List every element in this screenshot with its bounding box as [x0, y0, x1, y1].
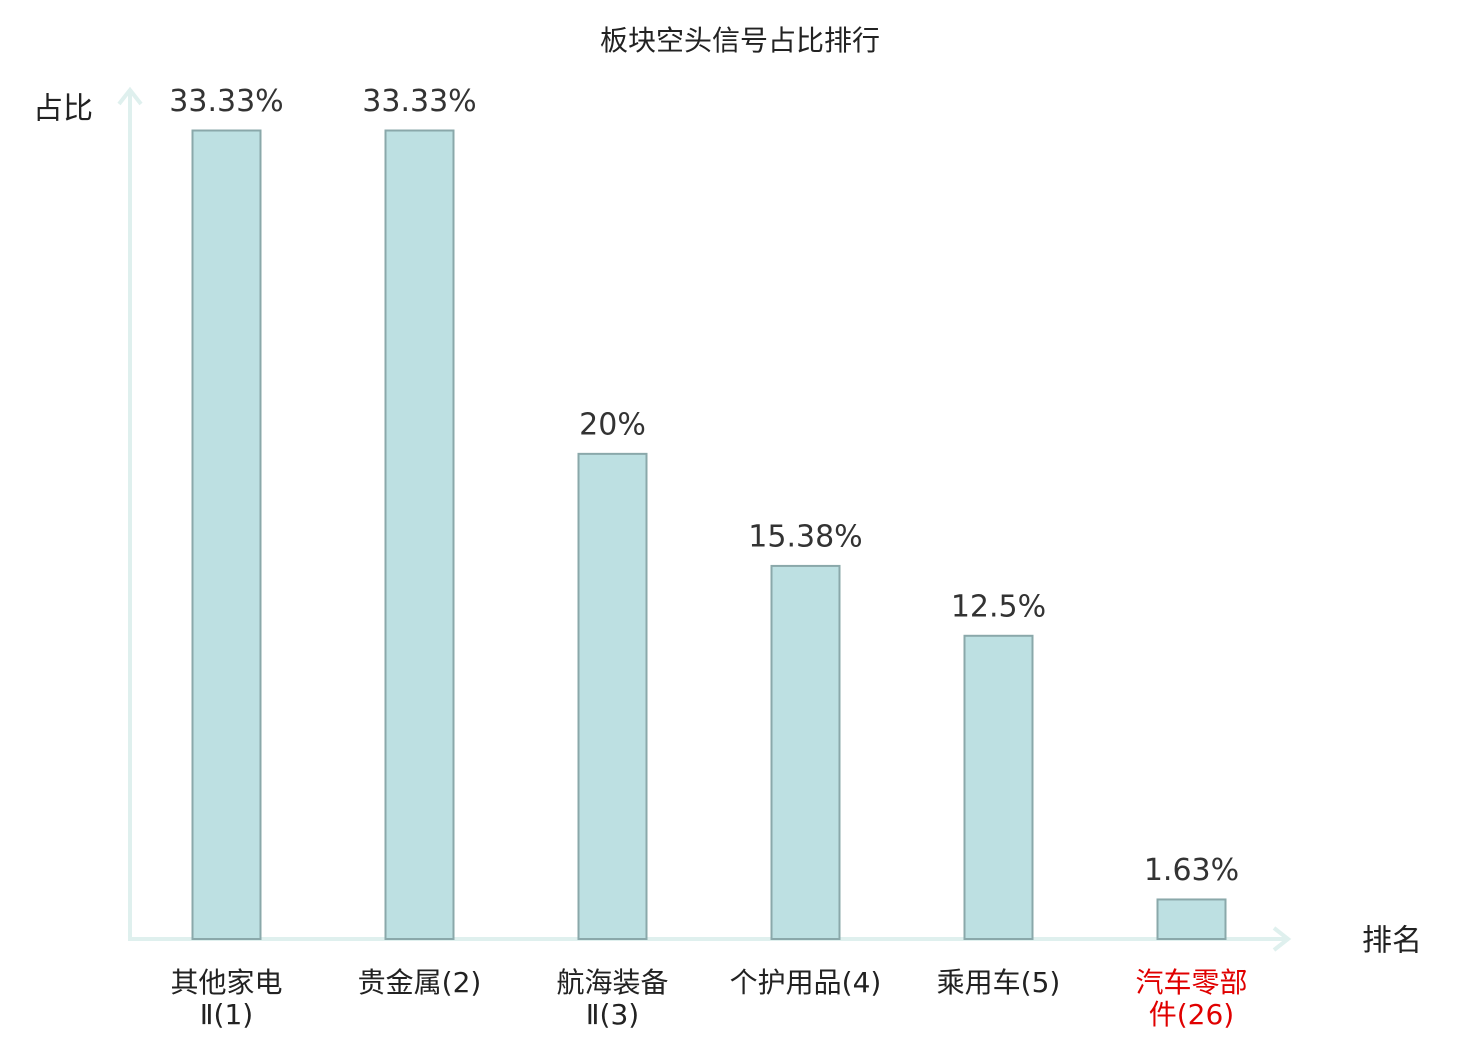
chart-title: 板块空头信号占比排行: [600, 24, 880, 57]
value-label: 12.5%: [951, 589, 1046, 624]
value-label: 33.33%: [169, 84, 283, 119]
bar: [577, 452, 648, 940]
bar: [963, 634, 1034, 940]
y-axis-label: 占比: [33, 92, 93, 127]
x-axis-arrow: [1272, 926, 1292, 952]
bar: [191, 129, 262, 941]
value-label: 33.33%: [362, 84, 476, 119]
value-label: 20%: [579, 407, 646, 442]
x-tick-label: 贵金属(2): [358, 966, 482, 999]
y-axis-arrow: [117, 86, 143, 106]
x-tick-label: Ⅱ(3): [586, 998, 639, 1031]
x-axis-label: 排名: [1362, 924, 1422, 959]
x-tick-label: Ⅱ(1): [200, 998, 253, 1031]
bar: [770, 564, 841, 941]
x-tick-label: 个护用品(4): [730, 966, 882, 999]
axes: [117, 86, 1292, 952]
x-tick-label: 航海装备: [556, 966, 668, 999]
bar: [1156, 898, 1227, 941]
value-label: 1.63%: [1144, 853, 1239, 888]
x-tick-label: 其他家电: [170, 966, 282, 999]
x-tick-label: 乘用车(5): [937, 966, 1061, 999]
bar: [384, 129, 455, 941]
value-label: 15.38%: [748, 519, 862, 554]
x-tick-label: 件(26): [1149, 998, 1234, 1031]
x-tick-label: 汽车零部: [1135, 966, 1247, 999]
